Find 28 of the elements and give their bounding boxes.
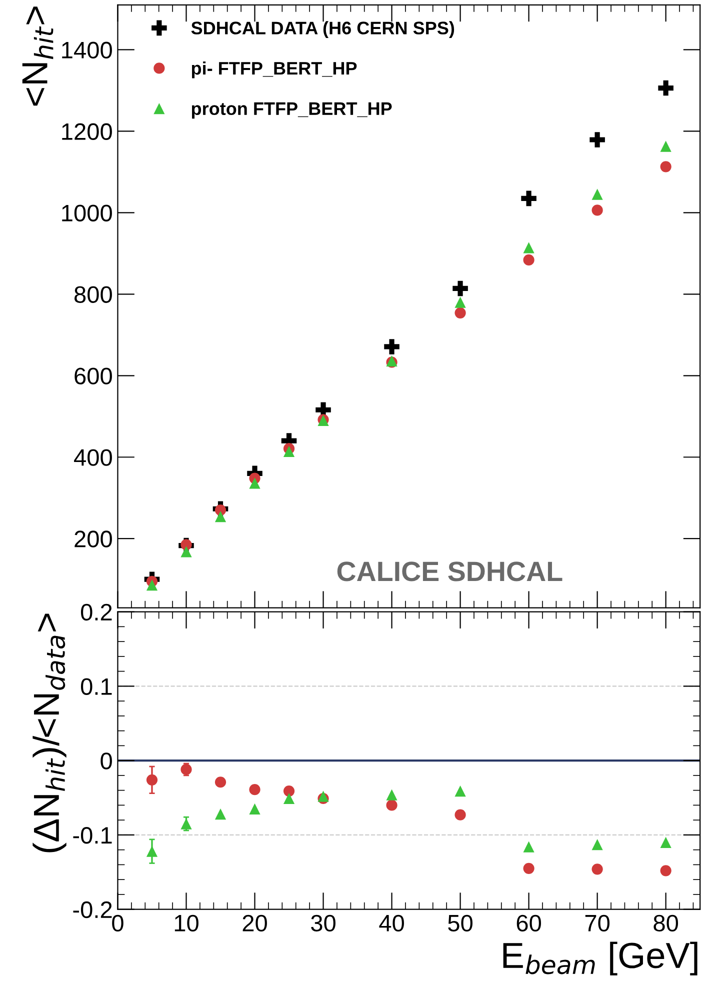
x-axis-title: E$_{beam}$ [GeV] [503,942,698,976]
y-tick-label: 1000 [62,204,112,222]
legend-label: pi- FTFP_BERT_HP [192,61,357,78]
y-tick-label: 0.2 [80,604,112,621]
legend-label: proton FTFP_BERT_HP [192,102,392,119]
y-tick-label: 0.1 [80,678,112,695]
annotation: CALICE SDHCAL [337,562,562,582]
y-axis-title: <N$_{hit}$> [22,6,54,106]
x-tick-label: 10 [174,914,198,932]
y-tick-label: 0 [100,752,112,770]
x-tick-label: 60 [516,914,541,932]
legend-label: SDHCAL DATA (H6 CERN SPS) [191,21,454,38]
y-tick-label: 800 [74,286,112,303]
x-tick-label: 80 [654,914,678,932]
x-tick-label: 20 [242,914,267,932]
x-tick-label: 70 [585,914,610,932]
x-tick-label: 40 [379,914,404,932]
y-tick-label: -0.2 [73,901,112,918]
y-tick-label: 200 [74,530,112,548]
x-tick-label: 30 [311,914,336,932]
x-tick-label: 0 [112,914,124,932]
y-tick-label: 600 [74,368,112,384]
x-tick-label: 50 [448,914,472,932]
y-tick-label: 400 [74,449,112,466]
y-tick-label: 1400 [62,42,112,59]
y-tick-label: 1200 [62,123,112,140]
y-axis-title: (ΔN$_{hit}$)/<N$_{data}$> [32,614,66,852]
y-tick-label: -0.1 [73,827,112,844]
